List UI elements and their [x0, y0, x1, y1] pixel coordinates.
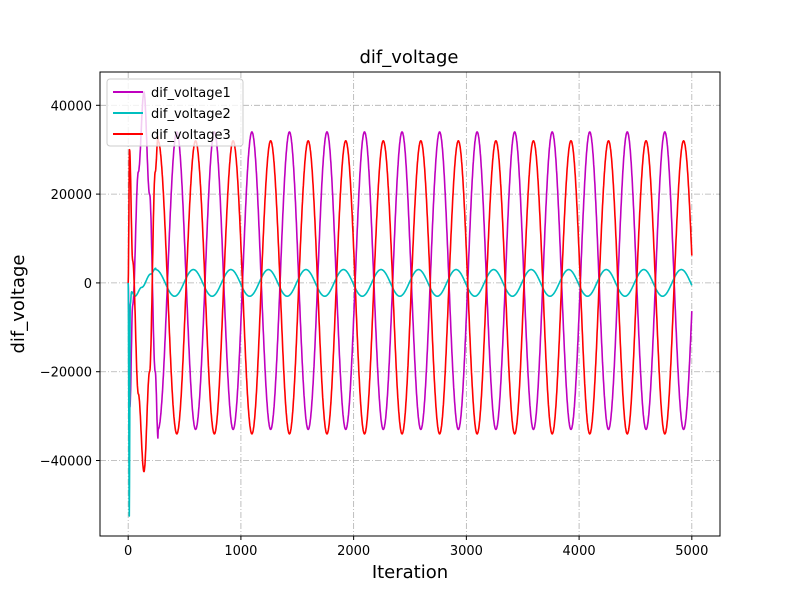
- y-tick-label: 20000: [51, 188, 92, 203]
- legend-label: dif_voltage3: [151, 128, 231, 143]
- chart-title: dif_voltage: [359, 47, 458, 68]
- series-layer: [128, 92, 692, 516]
- y-tick-label: 0: [84, 277, 92, 292]
- legend-label: dif_voltage1: [151, 86, 231, 101]
- y-axis-title: dif_voltage: [8, 254, 29, 353]
- x-tick-label: 4000: [563, 544, 596, 559]
- y-tick-label: −20000: [40, 366, 92, 381]
- x-tick-label: 5000: [675, 544, 708, 559]
- y-tick-label: −40000: [40, 455, 92, 470]
- y-axis: −40000 −20000 0 20000 40000: [40, 99, 100, 469]
- x-tick-label: 3000: [450, 544, 483, 559]
- legend: dif_voltage1 dif_voltage2 dif_voltage3: [107, 79, 243, 146]
- x-axis: 0 1000 2000 3000 4000 5000: [124, 536, 708, 559]
- legend-label: dif_voltage2: [151, 107, 231, 122]
- y-tick-label: 40000: [51, 99, 92, 114]
- x-tick-label: 2000: [337, 544, 370, 559]
- x-tick-label: 0: [124, 544, 132, 559]
- x-axis-title: Iteration: [372, 562, 448, 583]
- x-tick-label: 1000: [224, 544, 257, 559]
